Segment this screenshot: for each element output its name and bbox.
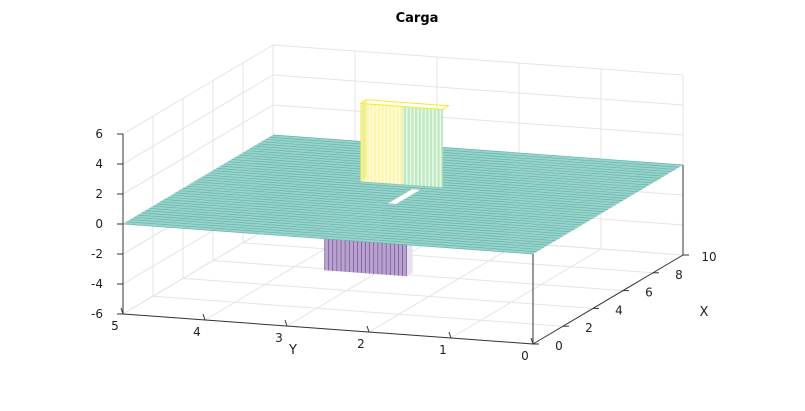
- surface-mesh: [126, 221, 537, 253]
- surface-mesh: [179, 190, 590, 221]
- surface-mesh: [160, 201, 571, 233]
- y-tick-label: 5: [111, 319, 119, 333]
- surface-mesh: [164, 199, 575, 230]
- surface-mesh: [190, 183, 601, 215]
- surface-mesh: [265, 139, 676, 170]
- y-axis-label: Y: [288, 343, 297, 358]
- surface-mesh: [149, 208, 560, 239]
- z-tick-label: -4: [91, 277, 103, 291]
- surface-mesh: [246, 150, 657, 181]
- y-tick-label: 0: [521, 349, 529, 363]
- z-tick-label: 4: [95, 157, 103, 171]
- surface-mesh: [257, 143, 669, 175]
- x-tick-label: 8: [675, 268, 683, 282]
- z-tick-label: 0: [95, 217, 103, 231]
- grid-line: [242, 242, 654, 274]
- x-tick-label: 10: [701, 250, 716, 264]
- surface-mesh: [194, 181, 605, 213]
- surface-mesh: [175, 192, 586, 224]
- x-tick-label: 2: [585, 321, 593, 335]
- z-tick-label: 6: [95, 127, 103, 141]
- surface-mesh: [137, 214, 549, 246]
- chart-title: Carga: [396, 11, 439, 26]
- positive-charge-top: [358, 99, 451, 110]
- surface-mesh: [122, 223, 534, 255]
- z-tick-label: -6: [91, 307, 103, 321]
- grid-line: [122, 74, 274, 165]
- surface-mesh: [239, 154, 650, 186]
- surface-mesh: [261, 141, 672, 173]
- surface-mesh: [141, 212, 552, 244]
- surface-mesh: [152, 205, 564, 237]
- surface-mesh: [201, 176, 612, 208]
- grid-line: [122, 44, 274, 135]
- surface-mesh: [145, 210, 556, 241]
- y-tick-label: 1: [439, 343, 447, 357]
- x-tick-label: 4: [615, 303, 623, 317]
- grid-line: [122, 104, 274, 195]
- surface-mesh: [130, 219, 541, 250]
- surface-mesh: [250, 148, 661, 179]
- surface-mesh: [167, 196, 579, 228]
- surface-mesh: [205, 174, 616, 206]
- y-tick: [284, 319, 288, 327]
- surface-gap: [388, 189, 421, 204]
- z-tick-label: 2: [95, 187, 103, 201]
- surface-mesh: [269, 136, 680, 168]
- y-tick-label: 2: [357, 337, 365, 351]
- grid-line: [272, 104, 684, 136]
- x-tick-label: 0: [555, 339, 563, 353]
- surface: [122, 99, 684, 277]
- grid-line: [182, 277, 594, 309]
- grid-line: [272, 44, 684, 76]
- y-tick-label: 3: [275, 331, 283, 345]
- surface-mesh: [254, 145, 665, 177]
- y-tick: [120, 307, 124, 315]
- y-tick-label: 4: [193, 325, 201, 339]
- axes: -6 -4 -2 0 2 4 6 0 1 2 3 4 5 0 2 4 6 8 10: [91, 127, 717, 363]
- grid-line: [272, 74, 684, 106]
- y-axis: [122, 313, 534, 345]
- surface-mesh: [186, 185, 597, 217]
- z-tick-label: -2: [91, 247, 103, 261]
- grid-line: [450, 248, 602, 339]
- surface-mesh: [171, 194, 582, 226]
- surface-mesh: [156, 203, 567, 235]
- y-tick: [366, 325, 370, 333]
- y-tick: [202, 313, 206, 321]
- grid-line: [152, 295, 564, 327]
- surface-mesh: [272, 134, 684, 166]
- surface-mesh: [242, 152, 654, 184]
- grid-line: [122, 224, 274, 315]
- surface-mesh: [134, 216, 545, 248]
- x-axis-label: X: [700, 305, 709, 320]
- surface-mesh: [197, 179, 609, 210]
- surface-mesh: [209, 172, 620, 204]
- grid-line: [368, 242, 520, 333]
- x-tick-label: 6: [645, 286, 653, 300]
- grid-line: [212, 260, 624, 292]
- x-axis: [532, 254, 684, 345]
- y-tick: [448, 331, 452, 339]
- positive-charge-face: [360, 99, 367, 182]
